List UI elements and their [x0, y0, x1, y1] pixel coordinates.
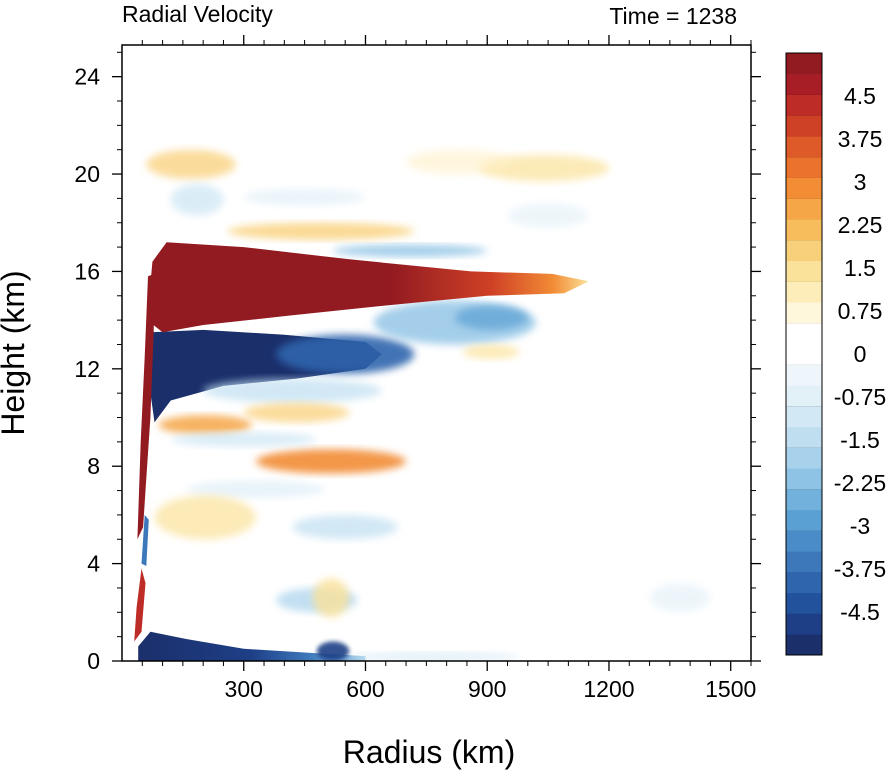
midlevel-inflow-band — [170, 432, 317, 447]
colorbar-swatch — [786, 281, 822, 303]
colorbar-label: -1.5 — [840, 427, 880, 453]
colorbar-label: 0 — [854, 341, 867, 367]
inflow-layer-extension — [276, 334, 415, 374]
x-tick-label: 1200 — [583, 676, 634, 702]
upper-weak-inflow-band — [333, 244, 488, 257]
colorbar-label: 2.25 — [838, 212, 883, 238]
upper-weak-outflow-band — [227, 222, 415, 240]
colorbar-labels: 4.5 3.75 3 2.25 1.5 0.75 0 -0.75 -1.5 -2.25 -3 -3.7… — [834, 83, 886, 625]
colorbar-label: 3.75 — [838, 126, 883, 152]
x-axis-label: Radius (km) — [343, 734, 515, 770]
lower-midlevel-inflow-band — [186, 480, 325, 498]
colorbar-swatch — [786, 530, 822, 552]
tropopause-inflow-patch — [170, 183, 224, 216]
midlevel-outflow-spot — [462, 344, 520, 360]
y-tick-label: 4 — [87, 551, 100, 577]
colorbar-swatch — [786, 136, 822, 158]
colorbar-swatch — [786, 509, 822, 531]
outflow-jet-core — [147, 242, 589, 333]
colorbar-label: 0.75 — [838, 298, 883, 324]
colorbar-frame — [785, 52, 823, 656]
colorbar-swatch — [786, 239, 822, 261]
colorbar-swatch — [786, 447, 822, 469]
inflow-layer-lower-edge — [203, 378, 382, 403]
boundary-layer-inflow-tail — [349, 652, 520, 661]
colorbar-label: -0.75 — [834, 384, 886, 410]
colorbar-label: -2.25 — [834, 470, 886, 496]
colorbar-label: -4.5 — [840, 599, 880, 625]
inflow-layer-tail-core — [454, 305, 528, 330]
upper-faint-inflow-far — [507, 203, 589, 228]
colorbar-label: 1.5 — [844, 255, 876, 281]
colorbar-swatch — [786, 571, 822, 594]
colorbar-swatch — [786, 260, 822, 282]
colorbar-swatch — [786, 364, 822, 386]
colorbar-swatch — [786, 219, 822, 241]
colorbar-label: -3 — [850, 513, 870, 539]
colorbar-swatch — [786, 592, 822, 614]
x-tick-label: 600 — [346, 676, 384, 702]
colorbar-swatch — [786, 468, 822, 490]
colorbar-swatch — [786, 634, 822, 656]
y-axis-label: Height (km) — [0, 270, 31, 435]
lower-outflow-patch — [154, 495, 256, 540]
x-tick-label: 1500 — [705, 676, 756, 702]
colorbar-swatch — [786, 405, 822, 428]
midlevel-outflow-band-upper — [158, 415, 252, 435]
colorbar-swatch — [786, 198, 822, 220]
far-faint-inflow — [649, 583, 711, 613]
y-tick-label: 24 — [74, 64, 100, 90]
colorbar-swatch — [786, 177, 822, 199]
axis-ticks: 300 600 900 1200 1500 0 4 8 12 16 20 24 — [74, 35, 761, 702]
chart-title-right: Time = 1238 — [609, 3, 737, 29]
low-level-eyewall-outflow — [134, 568, 146, 642]
eyewall-outflow-column — [137, 273, 155, 540]
y-tick-label: 0 — [87, 648, 100, 674]
chart-title-left: Radial Velocity — [122, 1, 273, 27]
colorbar-swatch — [786, 156, 822, 178]
colorbar-label: 4.5 — [844, 83, 876, 109]
colorbar-swatch — [786, 73, 822, 95]
y-tick-label: 12 — [74, 356, 100, 382]
tropopause-outflow-patch — [146, 149, 236, 179]
colorbar-swatch — [786, 551, 822, 573]
colorbar-swatch — [786, 426, 822, 448]
midlevel-outflow-band-upper-ext — [243, 402, 350, 423]
colorbar-swatch — [786, 385, 822, 407]
boundary-layer-inflow-spot — [316, 641, 350, 661]
tropopause-outflow-patch-far — [479, 154, 609, 182]
colorbar-swatch — [786, 488, 822, 511]
colorbar-label: -3.75 — [834, 556, 886, 582]
colorbar-swatch — [786, 94, 822, 116]
tropopause-outflow-patch-mid — [406, 149, 512, 175]
y-tick-label: 16 — [74, 258, 100, 284]
colorbar-swatch — [786, 302, 822, 324]
colorbar-swatch — [786, 613, 822, 635]
colorbar-swatch — [786, 343, 822, 365]
y-tick-label: 20 — [74, 161, 100, 187]
eyewall-inflow-sliver — [141, 514, 149, 566]
colorbar — [785, 52, 823, 656]
boundary-layer-inflow — [138, 631, 366, 661]
plot-frame — [121, 44, 752, 662]
x-tick-label: 900 — [468, 676, 506, 702]
lower-inflow-patch — [292, 514, 398, 540]
heatmap-field — [134, 149, 711, 661]
y-tick-label: 8 — [87, 453, 100, 479]
colorbar-swatch — [786, 322, 822, 345]
colorbar-swatch — [786, 115, 822, 137]
colorbar-swatch — [786, 53, 822, 75]
colorbar-label: 3 — [854, 169, 867, 195]
midlevel-outflow-band — [255, 449, 407, 474]
x-tick-label: 300 — [225, 676, 263, 702]
upper-faint-inflow — [243, 188, 366, 206]
lower-outflow-spot — [312, 578, 350, 618]
